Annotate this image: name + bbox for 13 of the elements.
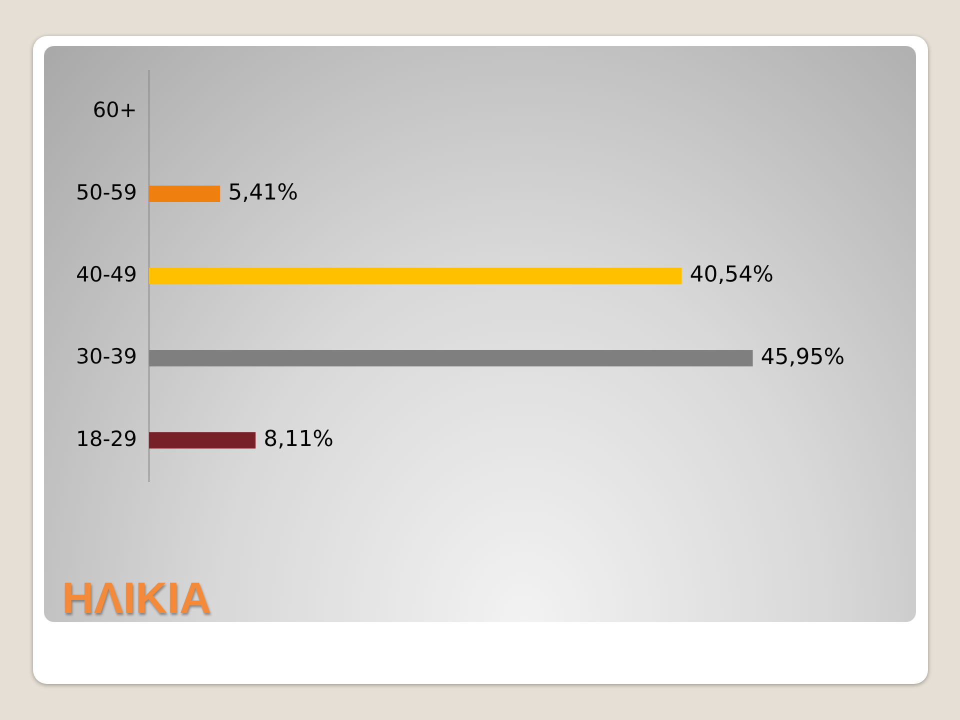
- y-tick-label: 30-39: [76, 344, 138, 369]
- y-tick-label: 18-29: [76, 426, 138, 451]
- data-label: 40,54%: [690, 262, 774, 288]
- bar: [149, 268, 682, 284]
- bar: [149, 432, 256, 449]
- data-label: 45,95%: [760, 344, 845, 370]
- data-label: 8,11%: [264, 427, 334, 452]
- y-tick-label: 60+: [92, 98, 138, 122]
- y-tick-label: 40-49: [76, 262, 138, 286]
- bar: [149, 186, 220, 202]
- y-tick-label: 50-59: [76, 180, 138, 204]
- text: ΗΛΙΚΙΑ: [62, 574, 212, 624]
- data-label: 5,41%: [228, 180, 298, 206]
